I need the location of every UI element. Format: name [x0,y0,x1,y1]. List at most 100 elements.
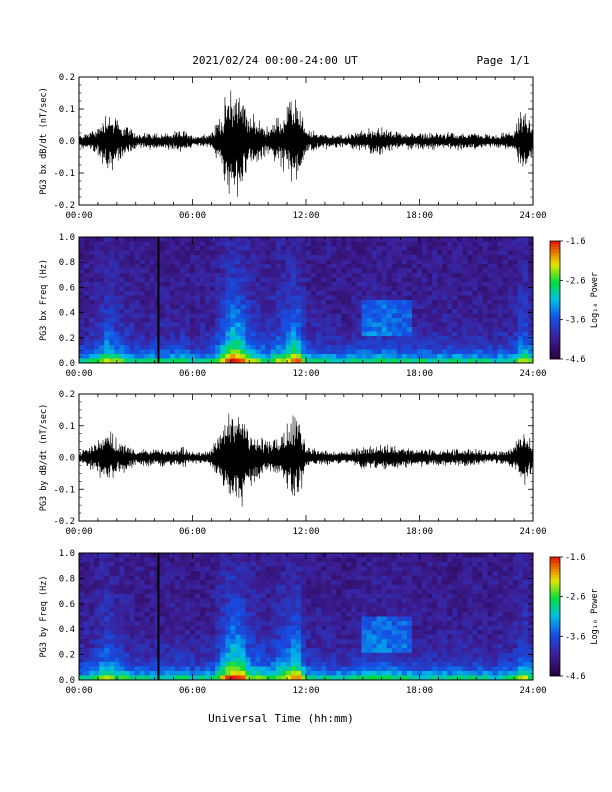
spectrogram-cell [184,607,191,613]
spectrogram-cell [89,331,95,337]
spectrogram-cell [462,349,468,355]
spectrogram-cell [341,322,347,328]
spectrogram-cell [290,358,297,364]
spectrogram-cell [154,575,161,581]
spectrogram-cell [245,277,251,283]
spectrogram-cell [235,336,241,341]
spectrogram-cell [200,670,206,676]
spectrogram-cell [507,358,514,364]
spectrogram-cell [331,300,337,305]
spectrogram-cell [336,621,342,626]
spectrogram-cell [300,250,307,256]
spectrogram-cell [139,304,145,310]
spectrogram-cell [255,616,261,622]
spectrogram-cell [184,264,191,269]
spectrogram-cell [149,602,156,608]
spectrogram-cell [371,575,378,581]
colorbar-segment [550,311,560,316]
spectrogram-cell [285,580,292,586]
spectrogram-cell [311,282,317,287]
spectrogram-cell [79,639,85,645]
spectrogram-cell [411,358,418,364]
spectrogram-cell [265,557,272,563]
spectrogram-cell [245,670,251,676]
spectrogram-cell [159,571,166,577]
spectrogram-cell [184,336,191,341]
spectrogram-cell [154,670,161,676]
spectrogram-cell [311,295,317,301]
spectrogram-cell [109,616,115,622]
spectrogram-cell [295,318,302,323]
spectrogram-cell [381,259,388,265]
spectrogram-cell [124,309,130,314]
spectrogram-cell [164,246,171,251]
spectrogram-cell [119,607,125,613]
spectrogram-cell [406,580,413,586]
spectrogram-cell [295,313,302,319]
y-tick-label: 0.2 [59,334,75,344]
spectrogram-cell [184,313,191,319]
spectrogram-cell [220,666,226,672]
spectrogram-cell [452,241,458,247]
spectrogram-cell [386,657,393,663]
spectrogram-cell [174,300,181,305]
spectrogram-cell [356,634,362,640]
spectrogram-cell [351,639,357,645]
spectrogram-cell [235,331,241,337]
spectrogram-cell [89,630,95,636]
spectrogram-cell [169,304,176,310]
spectrogram-cell [179,349,186,355]
spectrogram-cell [245,593,251,599]
spectrogram-cell [321,675,327,681]
spectrogram-cell [169,246,176,251]
spectrogram-cell [371,666,378,672]
spectrogram-cell [326,309,332,314]
spectrogram-cell [396,291,403,296]
spectrogram-cell [275,273,282,278]
spectrogram-cell [326,557,332,563]
spectrogram-cell [432,345,438,350]
spectrogram-cell [210,264,216,269]
spectrogram-cell [109,327,115,332]
spectrogram-cell [275,675,282,681]
spectrogram-cell [200,277,206,283]
spectrogram-cell [79,282,85,287]
spectrogram-cell [290,643,297,649]
spectrogram-cell [260,584,267,590]
spectrogram-cell [89,358,95,364]
spectrogram-cell [401,309,408,314]
spectrogram-cell [159,634,166,640]
spectrogram-cell [260,268,267,274]
spectrogram-cell [300,557,307,563]
spectrogram-cell [522,318,529,323]
spectrogram-cell [99,616,105,622]
spectrogram-cell [250,282,256,287]
spectrogram-cell [346,273,352,278]
spectrogram-cell [341,616,347,622]
spectrogram-cell [311,354,317,359]
spectrogram-cell [235,589,241,595]
spectrogram-cell [250,553,256,558]
spectrogram-cell [316,318,322,323]
spectrogram-cell [164,336,171,341]
spectrogram-cell [401,553,408,558]
spectrogram-cell [290,557,297,563]
spectrogram-cell [401,557,408,563]
spectrogram-cell [321,625,327,631]
spectrogram-cell [396,643,403,649]
spectrogram-cell [351,566,357,572]
spectrogram-cell [260,291,267,296]
spectrogram-cell [432,666,438,672]
spectrogram-cell [477,268,483,274]
spectrogram-cell [361,313,367,319]
spectrogram-cell [134,602,140,608]
spectrogram-cell [341,241,347,247]
spectrogram-cell [109,241,115,247]
spectrogram-cell [164,566,171,572]
spectrogram-cell [270,295,277,301]
spectrogram-cell [437,648,443,654]
spectrogram-cell [119,571,125,577]
spectrogram-cell [482,259,488,265]
spectrogram-cell [200,553,206,558]
spectrogram-cell [371,304,378,310]
